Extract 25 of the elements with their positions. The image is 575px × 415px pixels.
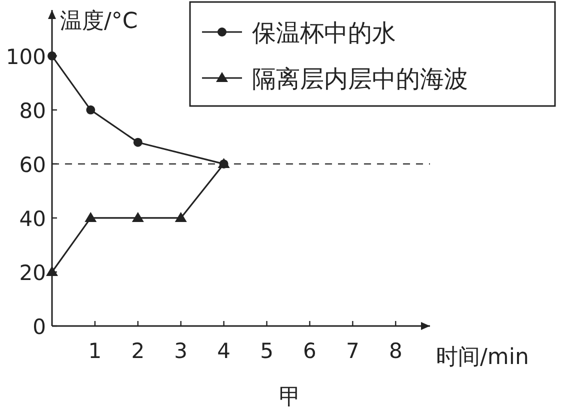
x-tick-label: 6: [303, 339, 316, 363]
y-tick-label: 0: [32, 315, 46, 339]
point: [46, 266, 58, 276]
point: [86, 105, 96, 114]
y-tick-label: 40: [19, 206, 46, 231]
x-tick-label: 2: [131, 339, 145, 363]
x-tick-label: 4: [217, 339, 231, 363]
x-tick-label: 5: [260, 339, 274, 363]
point: [174, 212, 187, 222]
x-tick-label: 7: [346, 339, 360, 363]
legend-label: 隔离层内层中的海波: [252, 65, 468, 93]
x-tick-label: 1: [88, 339, 102, 363]
x-tick-label: 3: [174, 339, 188, 363]
point: [84, 212, 97, 222]
y-tick-label: 60: [19, 152, 46, 177]
y-tick-label: 100: [6, 44, 46, 69]
point: [133, 138, 142, 147]
y-tick-label: 20: [19, 260, 46, 285]
y-axis-title: 温度/°C: [60, 9, 138, 34]
y-tick-label: 80: [19, 98, 46, 123]
point: [132, 212, 144, 222]
legend-label: 保温杯中的水: [252, 19, 396, 47]
text: 甲: [279, 385, 301, 410]
x-axis-title: 时间/min: [436, 345, 529, 370]
x-tick-label: 8: [388, 339, 402, 363]
